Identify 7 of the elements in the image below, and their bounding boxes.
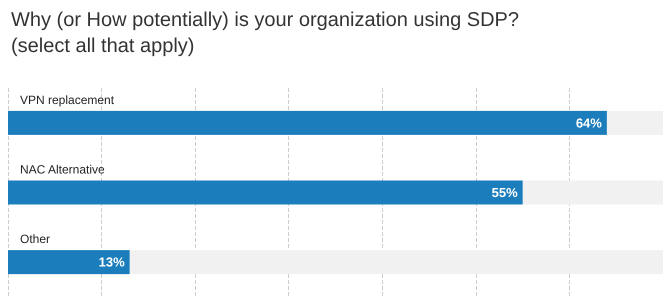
y-tick-label: Other [20,232,50,246]
y-tick-label: VPN replacement [20,92,115,107]
data-label: 55% [492,185,518,200]
data-label: 64% [576,115,602,130]
data-label: 13% [98,254,126,270]
y-tick-label: NAC Alternative [20,162,106,176]
chart-title: Why (or How potentially) is your organization using SDP? (select all that apply) [11,9,525,57]
